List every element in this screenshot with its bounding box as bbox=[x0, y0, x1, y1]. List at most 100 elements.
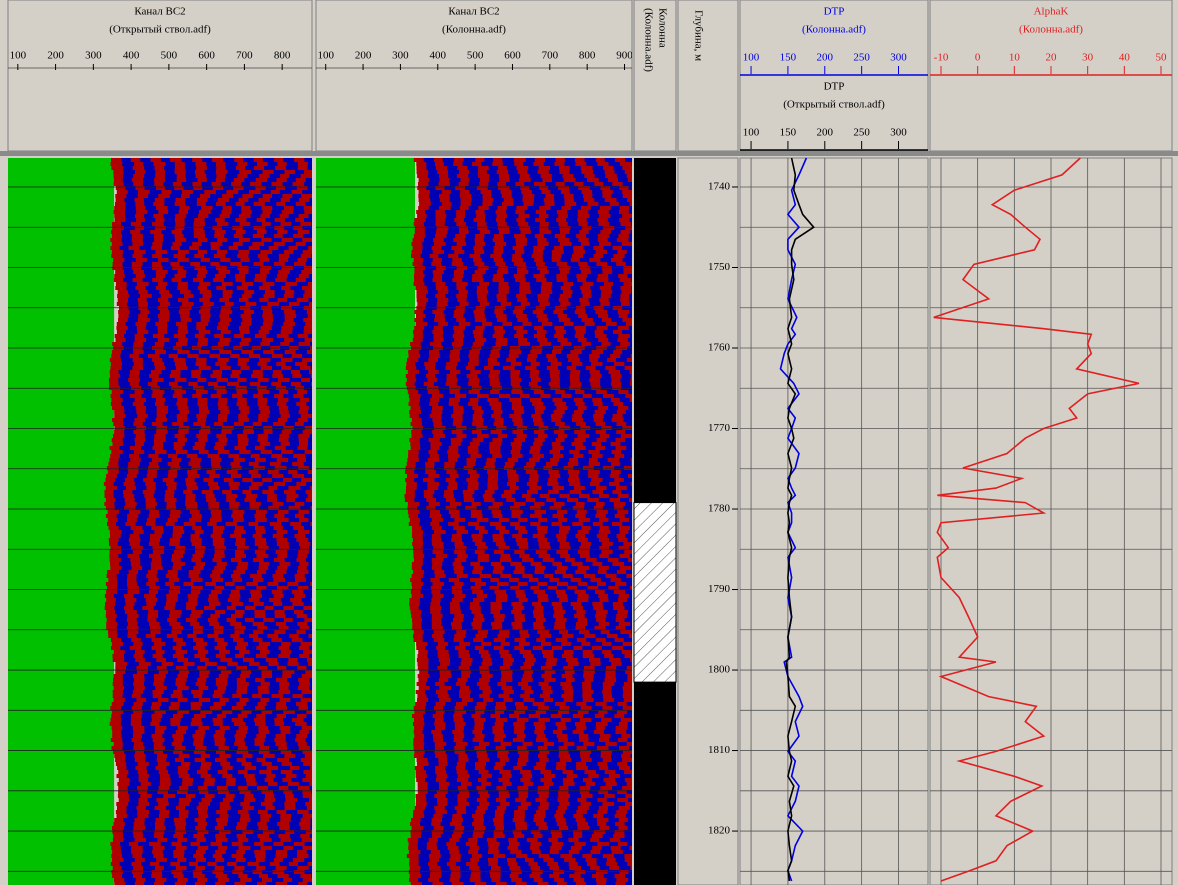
vdl-stripe bbox=[262, 490, 275, 494]
vdl-stripe bbox=[112, 262, 123, 266]
vdl-stripe bbox=[136, 670, 149, 674]
vdl-stripe bbox=[464, 238, 476, 242]
vdl-stripe bbox=[168, 454, 178, 458]
vdl-stripe bbox=[229, 650, 240, 654]
vdl-stripe bbox=[235, 202, 245, 206]
vdl-stripe bbox=[555, 182, 566, 186]
vdl-stripe bbox=[209, 318, 221, 322]
vdl-stripe bbox=[597, 234, 610, 238]
vdl-stripe bbox=[218, 482, 230, 486]
vdl-stripe bbox=[261, 674, 273, 678]
vdl-stripe bbox=[591, 394, 604, 398]
vdl-stripe bbox=[221, 534, 231, 538]
vdl-stripe bbox=[149, 462, 159, 466]
vdl-stripe bbox=[308, 442, 312, 446]
vdl-stripe bbox=[163, 854, 174, 858]
vdl-stripe bbox=[221, 426, 235, 430]
vdl-stripe bbox=[502, 274, 515, 278]
vdl-stripe bbox=[405, 382, 416, 386]
vdl-stripe bbox=[183, 490, 193, 494]
vdl-stripe bbox=[199, 430, 211, 434]
vdl-stripe bbox=[217, 618, 227, 622]
vdl-stripe bbox=[205, 714, 218, 718]
vdl-stripe bbox=[220, 410, 231, 414]
vdl-stripe bbox=[235, 586, 246, 590]
vdl-stripe bbox=[155, 270, 169, 274]
vdl-stripe bbox=[249, 366, 262, 370]
vdl-stripe bbox=[267, 438, 280, 442]
vdl-stripe bbox=[175, 682, 186, 686]
vdl-stripe bbox=[285, 774, 297, 778]
vdl-stripe bbox=[298, 438, 309, 442]
vdl-stripe bbox=[265, 714, 278, 718]
vdl-stripe bbox=[228, 246, 239, 250]
vdl-stripe bbox=[261, 422, 274, 426]
vdl-stripe bbox=[536, 314, 548, 318]
vdl-stripe bbox=[134, 438, 146, 442]
vdl-stripe bbox=[263, 630, 275, 634]
vdl-stripe bbox=[582, 362, 592, 366]
vdl-stripe bbox=[222, 798, 234, 802]
vdl-stripe bbox=[296, 298, 309, 302]
vdl-stripe bbox=[143, 198, 156, 202]
vdl-stripe bbox=[129, 382, 140, 386]
vdl-stripe bbox=[124, 606, 134, 610]
vdl-stripe bbox=[116, 802, 129, 806]
vdl-stripe bbox=[138, 318, 151, 322]
vdl-stripe bbox=[147, 618, 157, 622]
vdl-stripe bbox=[625, 158, 632, 162]
vdl-stripe bbox=[221, 706, 233, 710]
vdl-stripe bbox=[267, 254, 280, 258]
vdl-stripe bbox=[258, 418, 269, 422]
vdl-stripe bbox=[115, 810, 127, 814]
vdl-stripe bbox=[210, 242, 223, 246]
vdl-stripe bbox=[148, 774, 161, 778]
vdl-stripe bbox=[225, 162, 238, 166]
vdl-stripe bbox=[261, 238, 272, 242]
vdl-stripe bbox=[172, 534, 183, 538]
vdl-stripe bbox=[268, 554, 278, 558]
vdl-stripe bbox=[124, 686, 135, 690]
vdl-stripe bbox=[232, 282, 243, 286]
vdl-stripe bbox=[232, 706, 244, 710]
vdl-stripe bbox=[520, 370, 531, 374]
vdl-stripe bbox=[113, 174, 124, 178]
vdl-stripe bbox=[294, 594, 306, 598]
x-tick-label: 600 bbox=[198, 50, 215, 62]
vdl-stripe bbox=[488, 374, 500, 378]
vdl-stripe bbox=[219, 262, 231, 266]
vdl-stripe bbox=[619, 206, 630, 210]
vdl-stripe bbox=[233, 234, 244, 238]
vdl-stripe bbox=[305, 774, 312, 778]
vdl-stripe bbox=[244, 498, 257, 502]
vdl-stripe bbox=[216, 286, 227, 290]
vdl-stripe bbox=[616, 358, 628, 362]
vdl-stripe bbox=[266, 654, 279, 658]
vdl-stripe bbox=[248, 342, 261, 346]
vdl-stripe bbox=[581, 190, 593, 194]
vdl-stripe bbox=[260, 354, 273, 358]
vdl-stripe bbox=[423, 334, 434, 338]
vdl-stripe bbox=[128, 842, 139, 846]
vdl-stripe bbox=[278, 766, 291, 770]
vdl-stripe bbox=[545, 194, 555, 198]
vdl-stripe bbox=[606, 390, 619, 394]
vdl-stripe bbox=[224, 302, 235, 306]
vdl-stripe bbox=[609, 202, 620, 206]
vdl-stripe bbox=[118, 382, 131, 386]
vdl-stripe bbox=[485, 242, 496, 246]
vdl-stripe bbox=[484, 250, 494, 254]
vdl-stripe bbox=[292, 694, 304, 698]
vdl-stripe bbox=[310, 342, 312, 346]
vdl-stripe bbox=[277, 566, 288, 570]
vdl-stripe bbox=[247, 714, 257, 718]
vdl-stripe bbox=[222, 842, 233, 846]
vdl-stripe bbox=[587, 222, 599, 226]
vdl-stripe bbox=[230, 762, 242, 766]
vdl-stripe bbox=[241, 210, 253, 214]
vdl-stripe bbox=[611, 318, 623, 322]
vdl-stripe bbox=[154, 822, 165, 826]
vdl-stripe bbox=[155, 766, 167, 770]
vdl-stripe bbox=[256, 858, 266, 862]
vdl-stripe bbox=[232, 226, 244, 230]
